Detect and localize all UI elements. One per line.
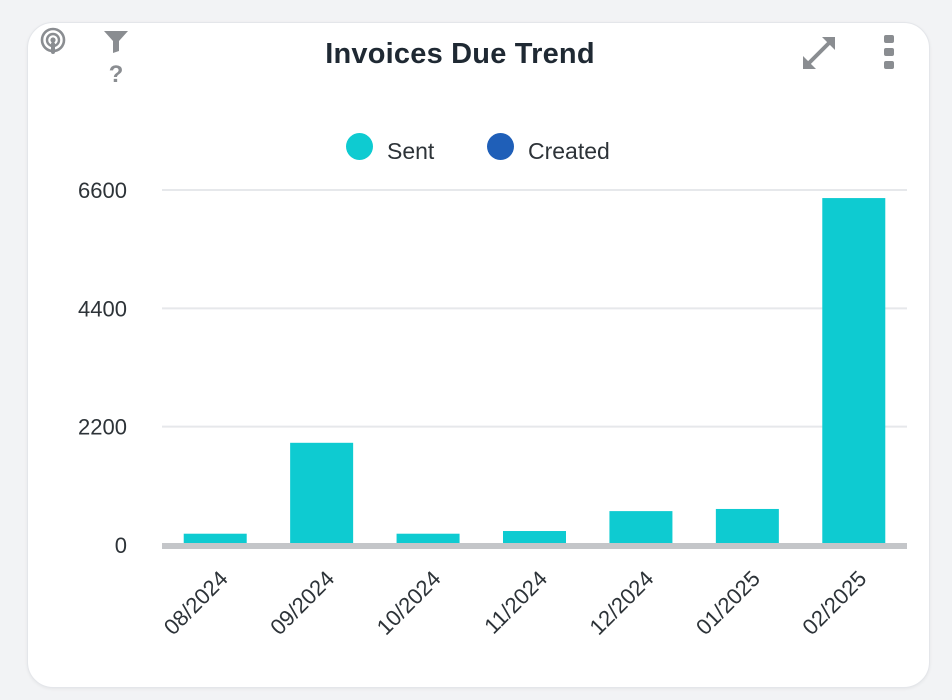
x-tick-label: 11/2024 — [479, 566, 552, 639]
bar-sent[interactable] — [290, 442, 354, 545]
more-vertical-icon[interactable] — [882, 34, 896, 70]
y-tick-label: 2200 — [78, 415, 127, 440]
x-tick-label: 12/2024 — [585, 566, 659, 640]
x-tick-label: 01/2025 — [691, 566, 765, 640]
expand-icon[interactable] — [800, 34, 838, 72]
bar-sent[interactable] — [503, 531, 566, 545]
legend-label-sent: Sent — [387, 137, 435, 164]
x-tick-label: 02/2025 — [797, 566, 871, 640]
y-tick-label: 4400 — [78, 296, 127, 321]
help-icon[interactable]: ? — [106, 60, 126, 86]
chart-title: Invoices Due Trend — [325, 38, 595, 70]
bar-sent[interactable] — [609, 511, 673, 545]
x-tick-label: 08/2024 — [159, 566, 233, 640]
x-tick-label: 10/2024 — [372, 566, 446, 640]
bar-sent[interactable] — [396, 533, 460, 545]
legend-dot-sent — [346, 132, 373, 160]
legend-item-created[interactable]: Created — [487, 128, 610, 164]
chart-card — [27, 22, 930, 688]
legend-dot-created — [487, 132, 514, 160]
y-tick-label: 0 — [115, 533, 127, 558]
bar-sent[interactable] — [183, 533, 247, 545]
chart-legend: Sent Created — [0, 128, 952, 168]
bar-sent[interactable] — [822, 198, 886, 545]
legend-item-sent[interactable]: Sent — [346, 128, 434, 164]
legend-label-created: Created — [528, 137, 610, 164]
y-tick-label: 6600 — [78, 178, 127, 203]
filter-icon[interactable] — [103, 30, 129, 54]
x-tick-label: 09/2024 — [265, 566, 339, 640]
podcast-icon[interactable] — [38, 27, 68, 57]
svg-text:?: ? — [109, 61, 124, 86]
bar-sent[interactable] — [715, 508, 779, 545]
